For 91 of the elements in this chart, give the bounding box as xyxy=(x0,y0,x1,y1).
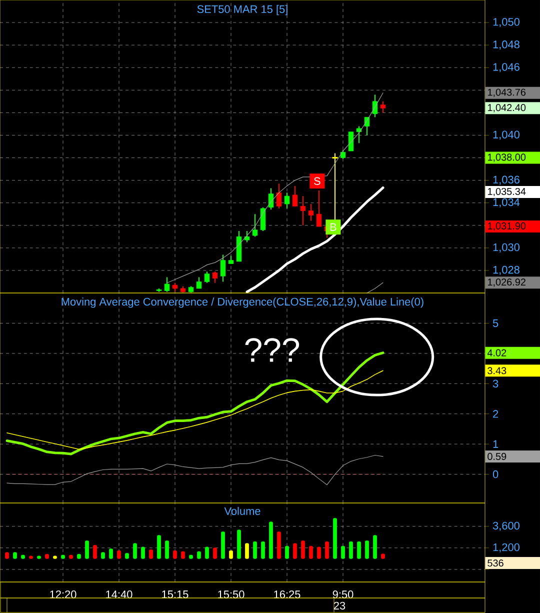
y-tick-label: 1,200 xyxy=(493,543,520,552)
candlestick xyxy=(212,271,218,284)
candlestick xyxy=(284,192,290,209)
bar xyxy=(213,548,217,559)
bar xyxy=(373,535,377,559)
x-tick-label: 9:50 xyxy=(332,590,354,598)
y-tick-label: 1,028 xyxy=(493,266,520,275)
annotation: S xyxy=(314,177,320,185)
chart-title: SET50 MAR 15 [5] xyxy=(197,4,288,16)
x-tick-label: 15:15 xyxy=(162,590,188,598)
bar xyxy=(333,518,337,559)
annotation: ??? xyxy=(245,338,300,362)
y-tick-label: 1,048 xyxy=(493,40,520,50)
y-tick-label: 1,036 xyxy=(493,176,520,185)
text: 1,026.92 xyxy=(488,278,526,287)
y-tick-label: 1 xyxy=(493,440,498,448)
y-tick-label: 2 xyxy=(493,410,498,418)
bar xyxy=(205,546,209,559)
text: 536 xyxy=(488,560,504,567)
text: 1,031.90 xyxy=(488,222,526,231)
bar xyxy=(133,543,137,559)
candlestick xyxy=(172,282,178,292)
text: 3.43 xyxy=(488,367,506,374)
bar xyxy=(365,540,369,559)
bar xyxy=(93,544,97,559)
bar xyxy=(221,532,225,559)
line-series xyxy=(246,186,384,294)
y-tick-label: 5 xyxy=(492,319,498,328)
bar xyxy=(277,532,281,559)
bar xyxy=(109,548,113,559)
candlestick xyxy=(164,276,170,292)
candlestick xyxy=(276,183,282,209)
candlestick xyxy=(196,276,202,289)
bar xyxy=(141,546,145,559)
bar xyxy=(117,550,121,559)
bar xyxy=(293,543,297,559)
y-tick-label: 1,030 xyxy=(493,243,520,252)
bar xyxy=(309,546,313,559)
candlestick xyxy=(308,203,314,222)
candlestick xyxy=(220,254,226,282)
candlestick xyxy=(252,214,258,238)
candlestick xyxy=(380,100,386,114)
y-tick-label: 1,040 xyxy=(493,130,520,140)
chart-title: Moving Average Convergence / Divergence(CLOSE,26,12,9),Value Line(0) xyxy=(62,298,424,308)
annotation: B xyxy=(330,223,336,231)
candlestick xyxy=(292,185,298,207)
bar xyxy=(301,540,305,559)
candlestick xyxy=(300,196,306,226)
candlestick xyxy=(204,271,210,284)
bar xyxy=(349,541,353,559)
y-tick-label: 1,050 xyxy=(493,18,520,28)
bar xyxy=(237,530,241,559)
y-tick-label: 0 xyxy=(492,470,498,478)
bar xyxy=(229,550,233,559)
bar xyxy=(341,546,345,559)
x-tick-label: 16:25 xyxy=(274,590,300,598)
bar xyxy=(173,550,177,559)
bar xyxy=(261,541,265,559)
chart-title: Volume xyxy=(224,506,260,515)
candlestick xyxy=(348,131,354,152)
candlestick xyxy=(268,188,274,210)
bar xyxy=(157,535,161,559)
text: 1,035.34 xyxy=(488,188,526,196)
bar xyxy=(285,546,289,559)
y-tick-label: 3,600 xyxy=(492,522,520,531)
bar xyxy=(269,522,273,559)
x-tick-label: 12:20 xyxy=(50,590,76,598)
text: 0.59 xyxy=(488,452,506,460)
bar xyxy=(245,543,249,559)
bar xyxy=(165,540,169,559)
text: 4.02 xyxy=(487,349,506,356)
bar xyxy=(325,541,329,559)
x-tick-label: 15:50 xyxy=(218,590,244,598)
candlestick xyxy=(356,126,362,144)
bar xyxy=(317,546,321,559)
bar xyxy=(357,541,361,559)
y-tick-label: 1,034 xyxy=(493,198,520,208)
candlestick xyxy=(316,190,322,227)
text: 1,042.40 xyxy=(488,104,526,112)
candlestick xyxy=(244,230,250,243)
y-tick-label: 3 xyxy=(492,380,498,388)
text: 1,038.00 xyxy=(488,154,526,162)
bar xyxy=(253,541,257,559)
x-tick-label: 14:40 xyxy=(106,590,132,598)
bar xyxy=(85,540,89,559)
bar xyxy=(149,549,153,559)
candlestick xyxy=(260,206,266,232)
text: 23 xyxy=(334,602,346,610)
text: 1,043.76 xyxy=(488,88,526,97)
y-tick-label: 1,046 xyxy=(493,63,520,72)
candlestick xyxy=(340,149,346,160)
